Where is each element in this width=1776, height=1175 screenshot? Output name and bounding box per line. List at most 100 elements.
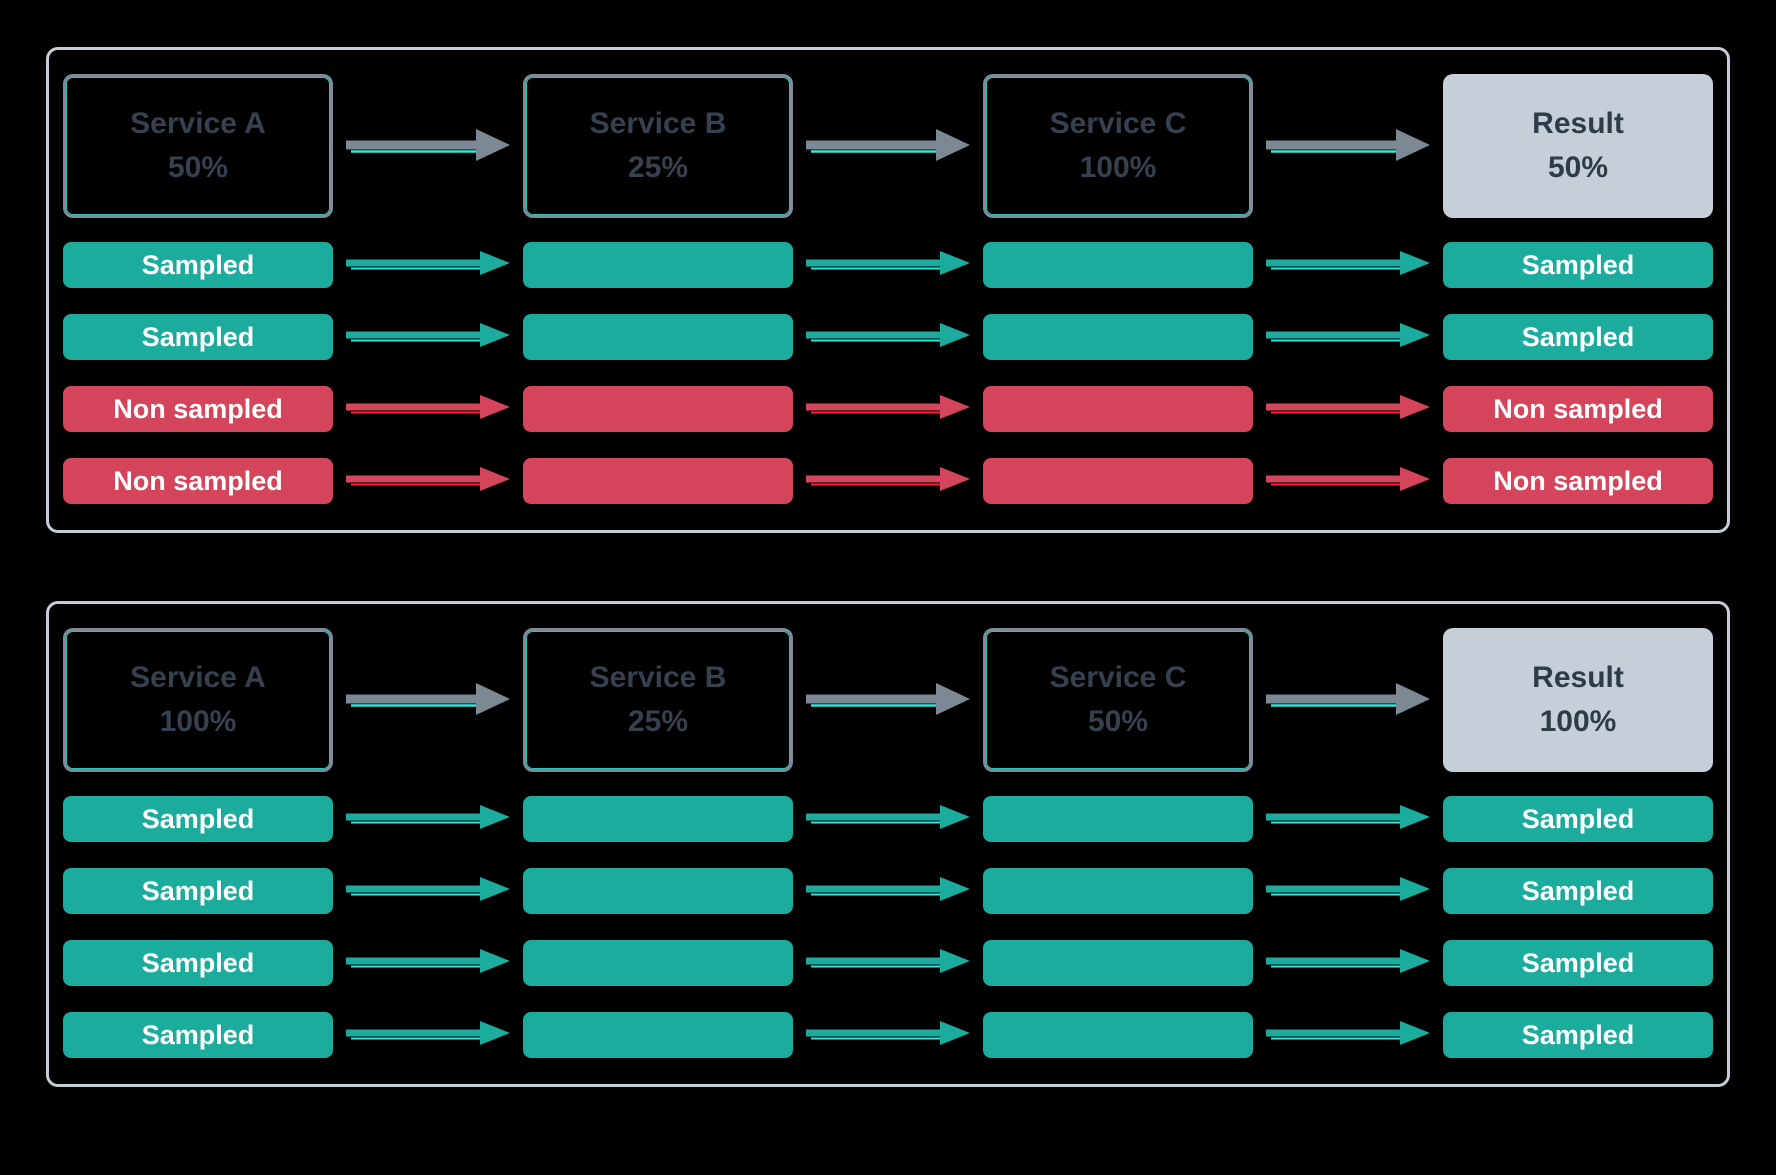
- service-b-box: Service B 25%: [523, 74, 793, 218]
- trace-bar-service-b: [523, 940, 793, 986]
- service-name: Service C: [1049, 107, 1187, 140]
- arrow-right-icon: [1266, 467, 1430, 491]
- service-name: Service B: [589, 661, 727, 694]
- service-name: Service A: [130, 661, 266, 694]
- trace-label-bar: Non sampled: [63, 458, 333, 504]
- service-c-box: Service C 100%: [983, 74, 1253, 218]
- arrow-right-icon: [346, 395, 510, 419]
- trace-bar-service-c: [983, 1012, 1253, 1058]
- arrow-right-icon: [806, 251, 970, 275]
- trace-bar-service-c: [983, 314, 1253, 360]
- trace-bar-service-b: [523, 458, 793, 504]
- arrow-right-icon: [806, 395, 970, 419]
- trace-label-bar: Sampled: [63, 796, 333, 842]
- arrow-right-icon: [806, 1021, 970, 1045]
- trace-label: Sampled: [1521, 803, 1635, 834]
- sampling-diagram: Service A 50% Service B 25%: [0, 47, 1776, 1175]
- trace-result-bar: Sampled: [1443, 314, 1713, 360]
- trace-label: Sampled: [1521, 947, 1635, 978]
- trace-bar-service-b: [523, 314, 793, 360]
- arrow-right-icon: [346, 323, 510, 347]
- trace-label: Non sampled: [113, 393, 283, 424]
- service-sampling-rate: 100%: [159, 705, 237, 738]
- result-rate: 100%: [1539, 705, 1617, 738]
- trace-result-bar: Non sampled: [1443, 458, 1713, 504]
- trace-row: Non sampled Non sampled: [63, 458, 1713, 504]
- trace-bar-service-b: [523, 1012, 793, 1058]
- arrow-right-icon: [1266, 805, 1430, 829]
- arrow-right-icon: [346, 877, 510, 901]
- arrow-right-icon: [806, 323, 970, 347]
- trace-row: Sampled Sampled: [63, 314, 1713, 360]
- trace-bar-service-c: [983, 868, 1253, 914]
- trace-label: Sampled: [141, 875, 255, 906]
- trace-label: Sampled: [1521, 1019, 1635, 1050]
- trace-label-bar: Sampled: [63, 940, 333, 986]
- arrow-right-icon: [1266, 683, 1430, 715]
- service-c-box: Service C 50%: [983, 628, 1253, 772]
- arrow-right-icon: [806, 129, 970, 161]
- trace-label: Non sampled: [1493, 465, 1663, 496]
- trace-row: Sampled Sampled: [63, 1012, 1713, 1058]
- service-a-box: Service A 100%: [63, 628, 333, 772]
- arrow-right-icon: [1266, 129, 1430, 161]
- trace-label-bar: Sampled: [63, 314, 333, 360]
- trace-bar-service-c: [983, 458, 1253, 504]
- trace-bar-service-c: [983, 386, 1253, 432]
- services-row: Service A 100% Service B 25%: [63, 628, 1713, 772]
- arrow-right-icon: [1266, 877, 1430, 901]
- trace-label: Sampled: [1521, 249, 1635, 280]
- arrow-right-icon: [806, 877, 970, 901]
- trace-label: Non sampled: [113, 465, 283, 496]
- trace-label: Sampled: [141, 803, 255, 834]
- arrow-right-icon: [1266, 1021, 1430, 1045]
- arrow-right-icon: [346, 1021, 510, 1045]
- arrow-right-icon: [346, 467, 510, 491]
- trace-label: Non sampled: [1493, 393, 1663, 424]
- service-a-box: Service A 50%: [63, 74, 333, 218]
- trace-label-bar: Sampled: [63, 1012, 333, 1058]
- arrow-right-icon: [346, 129, 510, 161]
- trace-bar-service-b: [523, 242, 793, 288]
- trace-result-bar: Sampled: [1443, 1012, 1713, 1058]
- trace-row: Sampled Sampled: [63, 940, 1713, 986]
- result-box: Result 50%: [1443, 74, 1713, 218]
- trace-label: Sampled: [141, 249, 255, 280]
- service-sampling-rate: 25%: [627, 705, 689, 738]
- trace-label: Sampled: [1521, 875, 1635, 906]
- trace-label: Sampled: [141, 321, 255, 352]
- result-box: Result 100%: [1443, 628, 1713, 772]
- result-label: Result: [1532, 661, 1624, 694]
- arrow-right-icon: [346, 683, 510, 715]
- service-sampling-rate: 100%: [1079, 151, 1157, 184]
- trace-result-bar: Non sampled: [1443, 386, 1713, 432]
- services-row: Service A 50% Service B 25%: [63, 74, 1713, 218]
- arrow-right-icon: [806, 805, 970, 829]
- result-rate: 50%: [1547, 151, 1609, 184]
- service-sampling-rate: 50%: [167, 151, 229, 184]
- service-name: Service A: [130, 107, 266, 140]
- arrow-right-icon: [1266, 949, 1430, 973]
- trace-result-bar: Sampled: [1443, 242, 1713, 288]
- arrow-right-icon: [346, 251, 510, 275]
- arrow-right-icon: [346, 805, 510, 829]
- panel-head-based-sampling: Service A 50% Service B 25%: [46, 47, 1730, 533]
- trace-label: Sampled: [1521, 321, 1635, 352]
- panel-full-sampling: Service A 100% Service B 25%: [46, 601, 1730, 1087]
- trace-label-bar: Sampled: [63, 868, 333, 914]
- trace-bar-service-b: [523, 386, 793, 432]
- arrow-right-icon: [1266, 323, 1430, 347]
- trace-row: Sampled Sampled: [63, 242, 1713, 288]
- trace-label: Sampled: [141, 947, 255, 978]
- arrow-right-icon: [1266, 251, 1430, 275]
- trace-bar-service-b: [523, 796, 793, 842]
- trace-bar-service-c: [983, 796, 1253, 842]
- trace-label-bar: Sampled: [63, 242, 333, 288]
- service-sampling-rate: 25%: [627, 151, 689, 184]
- trace-label: Sampled: [141, 1019, 255, 1050]
- trace-row: Sampled Sampled: [63, 796, 1713, 842]
- trace-bar-service-c: [983, 242, 1253, 288]
- trace-row: Sampled Sampled: [63, 868, 1713, 914]
- trace-row: Non sampled Non sampled: [63, 386, 1713, 432]
- service-name: Service B: [589, 107, 727, 140]
